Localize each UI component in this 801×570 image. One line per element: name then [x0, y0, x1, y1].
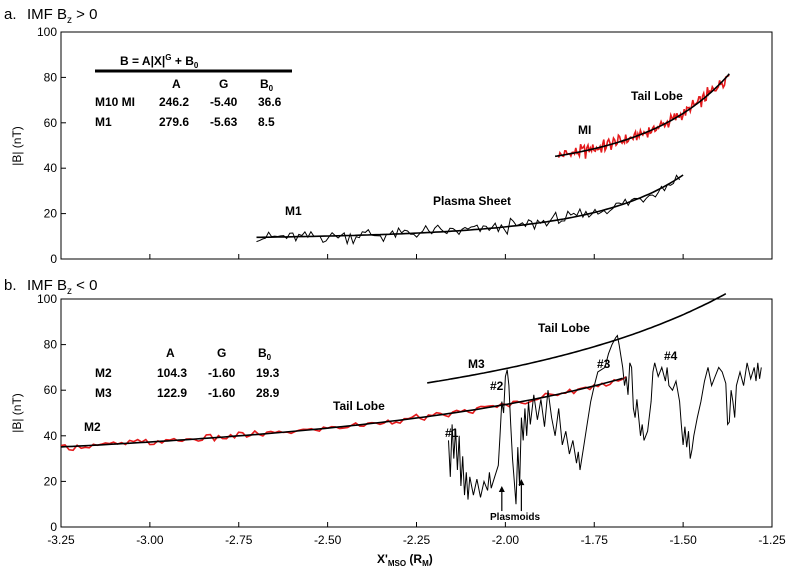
table-cell-a: 279.6 — [159, 115, 189, 129]
x-axis-label: X'MSO (RM) — [377, 552, 433, 568]
series-line — [60, 376, 627, 452]
panel-a-fits — [256, 73, 730, 239]
y-tick-label: 40 — [44, 161, 58, 175]
annotation-m2: M2 — [84, 420, 101, 434]
annotation-event-3: #3 — [597, 357, 611, 371]
x-tick-label: -1.25 — [758, 533, 786, 547]
table-cell-g: -5.40 — [210, 95, 238, 109]
plasmoid-arrowhead — [498, 485, 505, 492]
plasmoid-arrowhead — [518, 479, 525, 486]
annotation-plasmoids: Plasmoids — [490, 512, 540, 523]
table-header-g: G — [219, 77, 228, 91]
table-header-b0: B0 — [260, 77, 274, 93]
table-cell-a: 246.2 — [159, 95, 189, 109]
table-cell-b0: 19.3 — [256, 366, 280, 380]
table-header-a: A — [172, 77, 181, 91]
panel-a-title: IMF Bz > 0 — [27, 6, 97, 26]
y-tick-label: 0 — [50, 520, 57, 534]
panel-b-series — [60, 334, 762, 505]
table-cell-b0: 8.5 — [258, 115, 275, 129]
x-tick-label: -2.00 — [492, 533, 520, 547]
panel-b-label: b. — [4, 277, 17, 294]
y-tick-label: 20 — [44, 207, 58, 221]
panel-a-series — [256, 74, 730, 246]
panel-a-plot-area — [60, 31, 773, 260]
annotation-m3: M3 — [468, 357, 485, 371]
table-cell-a: 104.3 — [157, 366, 187, 380]
x-tick-label: -2.50 — [314, 533, 342, 547]
table-header-a: A — [166, 346, 175, 360]
table-row-name: M3 — [95, 386, 112, 400]
x-tick-label: -3.25 — [47, 533, 75, 547]
table-cell-g: -1.60 — [208, 386, 236, 400]
y-tick-label: 100 — [37, 292, 57, 306]
panel-b-y-label: |B| (nT) — [10, 393, 24, 433]
x-tick-label: -1.75 — [581, 533, 609, 547]
x-tick-label: -2.25 — [403, 533, 431, 547]
panel-a-y-label: |B| (nT) — [10, 126, 24, 166]
table-cell-b0: 36.6 — [258, 95, 282, 109]
table-cell-b0: 28.9 — [256, 386, 280, 400]
panel-b-fits — [60, 293, 727, 448]
panel-b-plot-area — [60, 298, 773, 528]
y-tick-label: 80 — [44, 70, 58, 84]
fit-curve — [555, 73, 730, 158]
panel-b-y-axis: 0 20 40 60 80 100 — [37, 292, 66, 534]
annotation-plasma-sheet: Plasma Sheet — [433, 194, 511, 208]
y-tick-label: 40 — [44, 429, 58, 443]
series-line — [256, 174, 681, 246]
y-tick-label: 100 — [37, 25, 57, 39]
y-tick-label: 60 — [44, 116, 58, 130]
table-row-name: M2 — [95, 366, 112, 380]
y-tick-label: 20 — [44, 474, 58, 488]
annotation-tail-lobe-top: Tail Lobe — [538, 321, 590, 335]
table-row-name: M10 MI — [95, 95, 135, 109]
fit-curve — [427, 293, 727, 384]
panel-a-fit-table: B = A|X|G + B0 A G B0 M10 MI 246.2 -5.40… — [95, 53, 292, 129]
fit-curve — [60, 377, 623, 448]
table-cell-a: 122.9 — [157, 386, 187, 400]
table-header-g: G — [217, 346, 226, 360]
table-header-b0: B0 — [258, 346, 272, 362]
plasmoid-arrows — [498, 479, 525, 512]
panel-b: b. IMF Bz < 0 0 20 40 60 80 100 -3.25 -3.00 -2.… — [4, 277, 786, 568]
x-tick-label: -2.75 — [225, 533, 253, 547]
panel-a: a. IMF Bz > 0 0 20 40 60 80 100 |B| (nT) B = … — [4, 6, 773, 266]
annotation-mi: MI — [578, 123, 591, 137]
annotation-tail-lobe: Tail Lobe — [631, 89, 683, 103]
annotation-m1: M1 — [285, 204, 302, 218]
annotation-event-4: #4 — [664, 349, 678, 363]
annotation-event-2: #2 — [490, 379, 504, 393]
panel-b-x-axis: -3.25 -3.00 -2.75 -2.50 -2.25 -2.00 -1.75 -1.50… — [47, 522, 786, 547]
table-cell-g: -5.63 — [210, 115, 238, 129]
panel-a-x-axis — [60, 254, 773, 259]
table-cell-g: -1.60 — [208, 366, 236, 380]
series-line — [557, 74, 730, 160]
fit-equation: B = A|X|G + B0 — [120, 53, 199, 70]
panel-a-label: a. — [4, 6, 17, 23]
annotation-event-1: #1 — [445, 426, 459, 440]
table-row-name: M1 — [95, 115, 112, 129]
y-tick-label: 0 — [50, 252, 57, 266]
x-tick-label: -3.00 — [136, 533, 164, 547]
fit-curve — [256, 174, 684, 239]
panel-b-fit-table: A G B0 M2 104.3 -1.60 19.3 M3 122.9 -1.6… — [95, 346, 280, 400]
panel-a-y-axis: 0 20 40 60 80 100 — [37, 25, 66, 266]
panel-b-title: IMF Bz < 0 — [27, 277, 97, 297]
series-line — [448, 334, 762, 505]
x-tick-label: -1.50 — [669, 533, 697, 547]
y-tick-label: 80 — [44, 338, 58, 352]
annotation-tail-lobe-mid: Tail Lobe — [333, 399, 385, 413]
y-tick-label: 60 — [44, 383, 58, 397]
